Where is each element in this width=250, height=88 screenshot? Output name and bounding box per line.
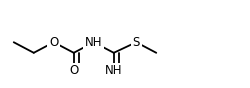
- Text: O: O: [49, 36, 58, 49]
- Text: NH: NH: [85, 36, 102, 49]
- Text: NH: NH: [105, 64, 122, 77]
- Text: O: O: [69, 64, 78, 77]
- Text: S: S: [132, 36, 140, 49]
